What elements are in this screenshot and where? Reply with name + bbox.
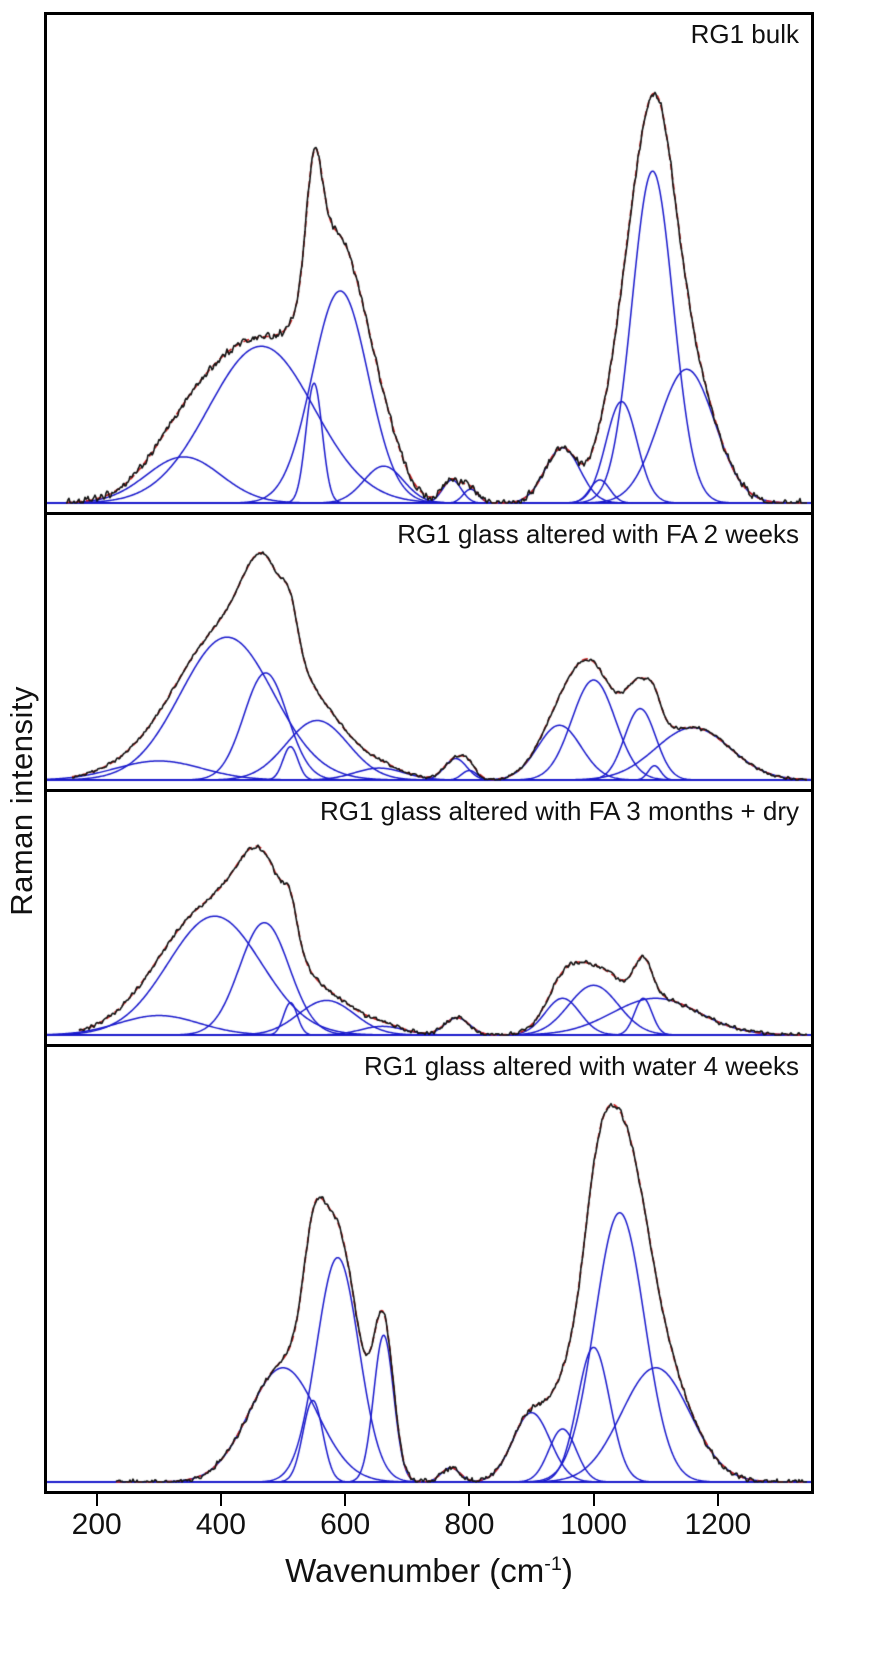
spectrum-canvas <box>47 515 811 789</box>
plot-column: RG1 bulk RG1 glass altered with FA 2 wee… <box>44 12 814 1590</box>
y-axis-label: Raman intensity <box>4 686 39 916</box>
x-axis-label-text: Wavenumber (cm <box>285 1552 545 1589</box>
panel-title: RG1 glass altered with FA 3 months + dry <box>319 796 799 826</box>
spectrum-canvas <box>47 15 811 512</box>
x-tick-mark <box>716 1494 719 1506</box>
x-tick-label: 200 <box>71 1508 122 1541</box>
spectrum-canvas <box>47 1047 811 1491</box>
x-tick-label: 1200 <box>684 1508 752 1541</box>
x-tick-label: 1000 <box>560 1508 627 1541</box>
panel-fa-2-weeks: RG1 glass altered with FA 2 weeks <box>47 515 811 792</box>
x-tick-mark <box>219 1494 222 1506</box>
panel-title: RG1 glass altered with water 4 weeks <box>364 1051 799 1081</box>
x-axis: 200 400 600 800 1000 1200 <box>47 1494 811 1546</box>
panel-fa-3-months-dry: RG1 glass altered with FA 3 months + dry <box>47 792 811 1047</box>
x-tick-mark <box>592 1494 595 1506</box>
spectrum-canvas <box>47 792 811 1044</box>
x-tick-label: 400 <box>195 1508 246 1541</box>
x-tick-label: 800 <box>444 1508 495 1541</box>
raman-figure: Raman intensity RG1 bulk RG1 glass alter… <box>0 12 814 1590</box>
panel-water-4-weeks: RG1 glass altered with water 4 weeks <box>47 1047 811 1491</box>
x-axis-label-close: ) <box>561 1552 573 1589</box>
x-tick-label: 600 <box>320 1508 371 1541</box>
x-axis-label: Wavenumber (cm-1) <box>44 1552 814 1590</box>
panel-rg1-bulk: RG1 bulk <box>47 15 811 515</box>
panel-title: RG1 bulk <box>690 19 799 49</box>
panels-frame: RG1 bulk RG1 glass altered with FA 2 wee… <box>44 12 814 1494</box>
y-axis-column: Raman intensity <box>0 12 44 1590</box>
x-tick-mark <box>468 1494 471 1506</box>
panel-title: RG1 glass altered with FA 2 weeks <box>397 519 799 549</box>
x-tick-mark <box>344 1494 347 1506</box>
x-tick-mark <box>95 1494 98 1506</box>
x-axis-label-superscript: -1 <box>544 1553 562 1575</box>
